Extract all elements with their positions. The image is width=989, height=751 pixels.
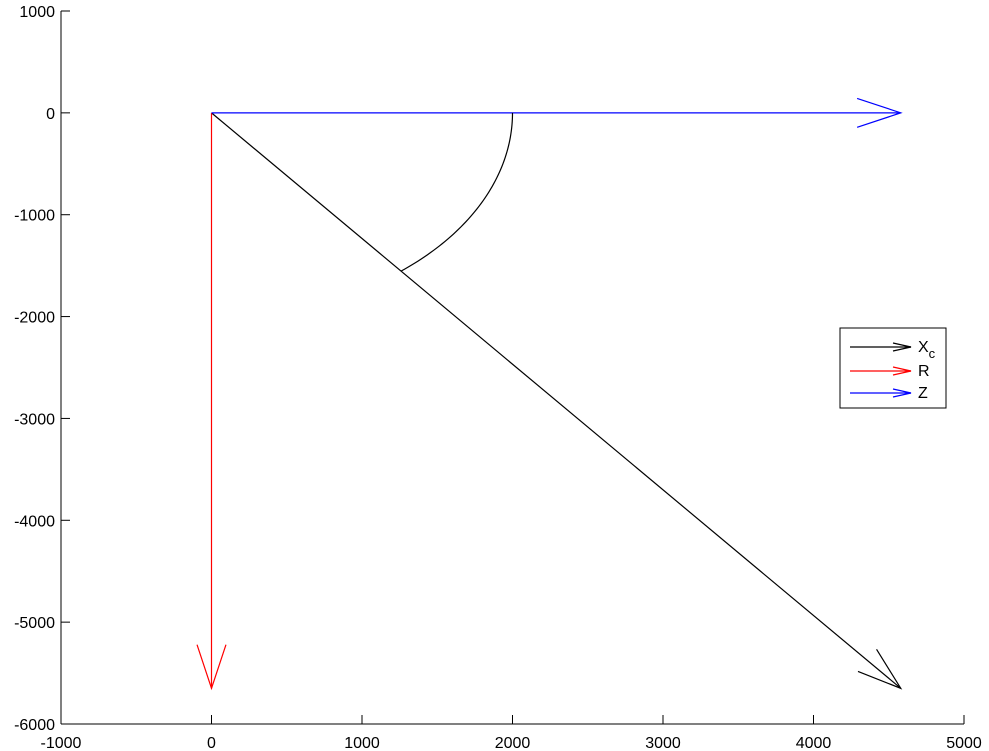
chart-marks (196, 97, 903, 691)
y-tick-label: -6000 (14, 717, 55, 734)
legend-swatch-head-r (892, 366, 912, 376)
arrow-r-head (196, 644, 227, 691)
y-tick-label: -5000 (14, 615, 55, 632)
x-tick-label: 3000 (645, 735, 681, 751)
arrow-z-head (856, 97, 903, 128)
legend-swatch-head-z (892, 388, 912, 398)
y-tick-label: -1000 (14, 208, 55, 225)
arrow-z (211, 97, 903, 128)
legend-label-name: R (918, 363, 930, 380)
x-tick-label: 1000 (344, 735, 380, 751)
y-tick-label: -4000 (14, 513, 55, 530)
x-tick-label: 5000 (946, 735, 982, 751)
legend-label-name: X (918, 339, 929, 356)
legend-label-x: Xc (918, 339, 936, 361)
legend-label-z: Z (918, 385, 928, 402)
legend-box (839, 327, 947, 409)
angle-arc (400, 112, 514, 272)
legend-label-name: Z (918, 385, 928, 402)
x-tick-label: 4000 (796, 735, 832, 751)
arrow-x-shaft (211, 112, 902, 689)
arrow-r (196, 112, 227, 691)
y-tick-label: -2000 (14, 310, 55, 327)
legend-label-subscript: c (929, 346, 936, 361)
y-tick-label: 0 (46, 106, 55, 123)
legend-entry-x: Xc (850, 339, 936, 361)
arrow-x-head (857, 648, 903, 690)
x-tick-label: 2000 (495, 735, 531, 751)
y-tick-label: 1000 (19, 4, 55, 21)
y-tick-label: -3000 (14, 411, 55, 428)
x-tick-label: -1000 (41, 735, 82, 751)
arrow-x (211, 112, 903, 690)
legend-entry-r: R (850, 363, 930, 380)
legend-swatch-head-x (892, 342, 912, 352)
legend-entry-z: Z (850, 385, 928, 402)
x-tick-label: 0 (207, 735, 216, 751)
legend-label-r: R (918, 363, 930, 380)
axes: -1000 0 1000 2000 3000 4000 5000 1000 0 -1000 -200… (14, 4, 982, 751)
